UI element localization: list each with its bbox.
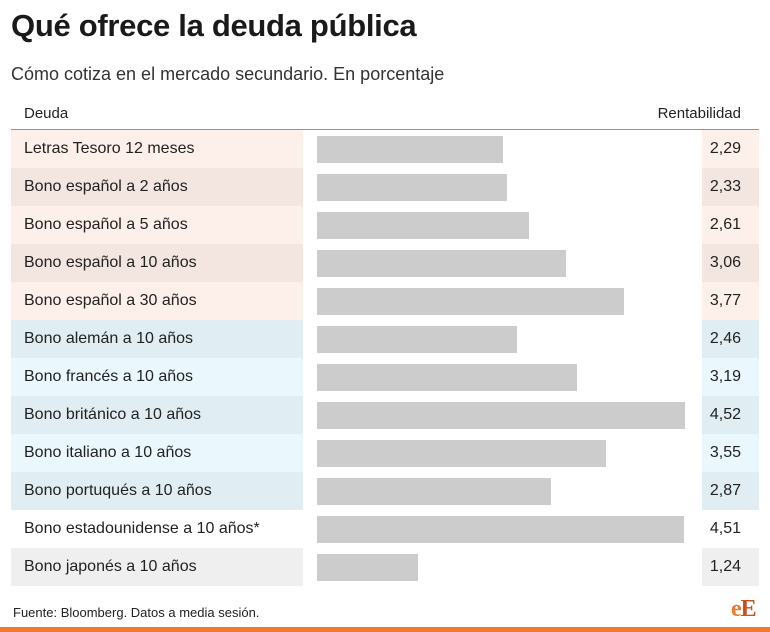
logo-letter-E: E [740, 596, 757, 622]
value-label: 3,06 [709, 254, 741, 271]
row-label: Bono italiano a 10 años [24, 444, 192, 461]
bar-track [303, 168, 702, 206]
table-header: Deuda Rentabilidad [11, 102, 759, 131]
row-label: Bono estadounidense a 10 años* [24, 520, 260, 537]
bar-track [303, 130, 702, 168]
value-label: 2,46 [709, 330, 741, 347]
bar-track [303, 548, 702, 586]
value-label: 2,61 [709, 216, 741, 233]
value-label: 3,19 [709, 368, 741, 385]
table-row: Bono estadounidense a 10 años* 4,51 [11, 510, 759, 548]
table-row: Letras Tesoro 12 meses 2,29 [11, 130, 759, 168]
row-label: Bono español a 2 años [24, 178, 188, 195]
brand-logo: eE [731, 596, 757, 623]
source-note: Fuente: Bloomberg. Datos a media sesión. [13, 605, 260, 620]
value-label: 1,24 [709, 558, 741, 575]
bar [317, 478, 551, 505]
chart-title: Qué ofrece la deuda pública [11, 8, 417, 43]
bar-track [303, 396, 702, 434]
bar [317, 326, 517, 353]
bar-track [303, 358, 702, 396]
bar-track [303, 434, 702, 472]
table-row: Bono español a 10 años 3,06 [11, 244, 759, 282]
value-label: 3,55 [709, 444, 741, 461]
chart-subtitle: Cómo cotiza en el mercado secundario. En… [11, 64, 445, 84]
column-header-rentabilidad: Rentabilidad [657, 105, 741, 122]
bar [317, 440, 606, 467]
bar-chart-rows: Letras Tesoro 12 meses 2,29 Bono español a… [11, 130, 759, 586]
table-row: Bono español a 5 años 2,61 [11, 206, 759, 244]
bar [317, 174, 507, 201]
value-label: 2,29 [709, 140, 741, 157]
row-label: Bono español a 5 años [24, 216, 188, 233]
table-row: Bono británico a 10 años 4,52 [11, 396, 759, 434]
table-row: Bono italiano a 10 años 3,55 [11, 434, 759, 472]
bar-track [303, 320, 702, 358]
value-label: 4,51 [709, 520, 741, 537]
row-label: Letras Tesoro 12 meses [24, 140, 195, 157]
logo-letter-e: e [731, 596, 742, 622]
bar-track [303, 472, 702, 510]
bar-track [303, 206, 702, 244]
value-label: 2,33 [709, 178, 741, 195]
table-row: Bono español a 2 años 2,33 [11, 168, 759, 206]
bottom-accent-line [0, 627, 770, 632]
row-label: Bono alemán a 10 años [24, 330, 194, 347]
bar [317, 402, 685, 429]
table-row: Bono portuqués a 10 años 2,87 [11, 472, 759, 510]
value-label: 4,52 [709, 406, 741, 423]
bar [317, 288, 624, 315]
bar-track [303, 510, 702, 548]
table-row: Bono japonés a 10 años 1,24 [11, 548, 759, 586]
bar [317, 516, 684, 543]
row-label: Bono español a 30 años [24, 292, 197, 309]
bar-track [303, 244, 702, 282]
bar [317, 136, 503, 163]
value-label: 3,77 [709, 292, 741, 309]
bar [317, 212, 529, 239]
bar-track [303, 282, 702, 320]
bar [317, 250, 566, 277]
bar [317, 364, 577, 391]
row-label: Bono japonés a 10 años [24, 558, 197, 575]
value-label: 2,87 [709, 482, 741, 499]
bar [317, 554, 418, 581]
table-row: Bono español a 30 años 3,77 [11, 282, 759, 320]
row-label: Bono francés a 10 años [24, 368, 194, 385]
column-header-deuda: Deuda [24, 105, 69, 122]
row-label: Bono británico a 10 años [24, 406, 202, 423]
row-label: Bono portuqués a 10 años [24, 482, 212, 499]
table-row: Bono francés a 10 años 3,19 [11, 358, 759, 396]
table-row: Bono alemán a 10 años 2,46 [11, 320, 759, 358]
row-label: Bono español a 10 años [24, 254, 197, 271]
